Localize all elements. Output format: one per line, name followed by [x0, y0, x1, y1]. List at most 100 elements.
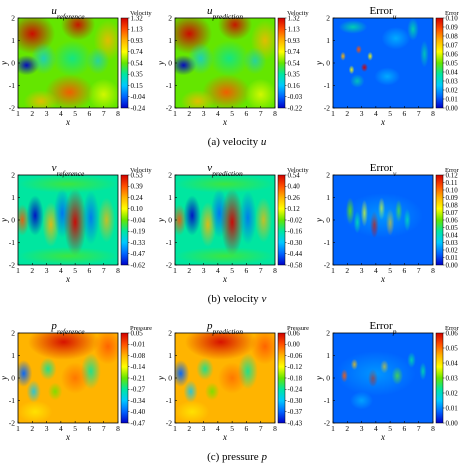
heatmap-blob: [26, 195, 44, 236]
colorbar-tick-label: 0.02: [446, 389, 459, 397]
x-tick-label: 4: [59, 266, 63, 275]
x-tick-label: 8: [273, 266, 277, 275]
colorbar-label: Pressure: [130, 325, 152, 332]
heatmap-blob: [217, 362, 247, 394]
heatmap-blob: [338, 20, 368, 34]
y-axis-label: y: [314, 61, 324, 66]
y-tick-label: 1: [168, 193, 172, 202]
colorbar-tick-label: -0.01: [131, 341, 146, 349]
x-axis-label: x: [380, 117, 385, 127]
plot-title: preference: [50, 320, 85, 336]
heatmap-blob: [217, 18, 253, 41]
heatmap-blob: [420, 40, 429, 68]
x-tick-label: 3: [45, 109, 49, 118]
x-tick-label: 4: [374, 424, 378, 433]
x-tick-label: 3: [45, 266, 49, 275]
x-tick-label: 8: [431, 266, 435, 275]
colorbar-tick-label: 0.06: [446, 329, 459, 337]
x-tick-label: 7: [259, 266, 263, 275]
heatmap-blob: [255, 197, 273, 243]
plot-title: vprediction: [207, 162, 243, 178]
x-tick-label: 6: [245, 424, 249, 433]
heatmap-blob: [340, 51, 346, 61]
y-tick-label: 0: [11, 59, 15, 68]
colorbar-tick-label: 0.01: [446, 95, 459, 103]
plot-title: pprediction: [206, 320, 243, 336]
colorbar-tick-label: -0.14: [131, 363, 146, 371]
colorbar-tick-label: -0.47: [131, 419, 146, 427]
heatmap-field: [18, 175, 118, 265]
x-tick-label: 2: [345, 266, 349, 275]
y-tick-label: -2: [324, 261, 330, 270]
caption: (b) velocity v: [208, 293, 267, 305]
colorbar-tick-label: 0.03: [446, 374, 459, 382]
heatmap-blob: [209, 40, 250, 77]
y-tick-label: 1: [326, 193, 330, 202]
x-tick-label: 3: [360, 266, 364, 275]
heatmap-blob: [93, 333, 118, 365]
colorbar-tick-label: -0.47: [131, 250, 146, 258]
colorbar-tick-label: 1.32: [131, 14, 144, 22]
plot-title: vreference: [52, 162, 85, 178]
colorbar-tick-label: -0.21: [131, 374, 146, 382]
colorbar-tick-label: 0.04: [446, 68, 459, 76]
colorbar-tick-label: 0.93: [131, 37, 144, 45]
colorbar: [277, 332, 286, 424]
x-tick-label: 3: [45, 424, 49, 433]
heatmap-blob: [52, 40, 93, 77]
y-tick-label: 2: [11, 171, 15, 180]
x-tick-label: 2: [30, 424, 34, 433]
heatmap-blob: [196, 357, 214, 381]
colorbar: [435, 332, 444, 424]
y-tick-label: -1: [9, 238, 15, 247]
x-tick-label: 3: [202, 266, 206, 275]
colorbar-tick-label: 0.35: [288, 71, 301, 79]
heatmap-blob: [30, 42, 57, 75]
panel-u-prediction: uprediction 1 2 3 4 5 6 7 8 2 1 0 -1 -2 x y Velocity1.32…: [156, 5, 309, 127]
heatmap-blob: [175, 400, 210, 423]
x-tick-label: 8: [116, 424, 120, 433]
x-tick-label: 1: [16, 109, 20, 118]
colorbar-tick-label: 0.12: [446, 171, 459, 179]
y-axis-label: y: [0, 218, 9, 223]
colorbar-tick-label: 0.39: [131, 183, 144, 191]
x-tick-label: 4: [374, 109, 378, 118]
heatmap-blob: [28, 333, 100, 360]
colorbar-tick-label: 0.16: [288, 82, 301, 90]
x-tick-label: 5: [388, 424, 392, 433]
colorbar-tick-label: -0.24: [131, 104, 146, 112]
colorbar-tick-label: 0.10: [446, 186, 459, 194]
heatmap-blob: [175, 360, 190, 387]
y-tick-label: 2: [326, 14, 330, 23]
colorbar-tick-label: -0.06: [288, 352, 303, 360]
heatmap-blob: [360, 63, 368, 72]
colorbar: [277, 174, 286, 266]
x-tick-label: 8: [116, 109, 120, 118]
x-tick-label: 6: [403, 109, 407, 118]
x-tick-label: 5: [230, 109, 234, 118]
y-axis-label: y: [0, 376, 9, 381]
colorbar-tick-label: 0.01: [446, 254, 459, 262]
x-tick-label: 3: [360, 424, 364, 433]
y-tick-label: -1: [166, 81, 172, 90]
x-tick-label: 8: [431, 109, 435, 118]
colorbar-tick-label: 0.05: [446, 344, 459, 352]
colorbar-label: Error: [445, 10, 460, 17]
y-tick-label: 2: [168, 14, 172, 23]
heatmap-blob: [381, 27, 411, 50]
heatmap-blob: [348, 65, 355, 75]
y-tick-label: 1: [326, 36, 330, 45]
y-tick-label: 1: [168, 351, 172, 360]
heatmap-blob: [18, 204, 30, 236]
x-tick-label: 7: [102, 424, 106, 433]
heatmap-blob: [205, 382, 220, 401]
caption: (a) velocity u: [208, 136, 267, 148]
y-tick-label: -2: [166, 419, 172, 428]
y-tick-label: 1: [168, 36, 172, 45]
panel-p-prediction: pprediction 1 2 3 4 5 6 7 8 2 1 0 -1 -2 x y Pressure0.06…: [156, 320, 309, 442]
heatmap-blob: [220, 188, 244, 256]
heatmap-blob: [18, 175, 118, 193]
y-axis-label: y: [156, 61, 166, 66]
colorbar-tick-label: -0.30: [288, 397, 303, 405]
